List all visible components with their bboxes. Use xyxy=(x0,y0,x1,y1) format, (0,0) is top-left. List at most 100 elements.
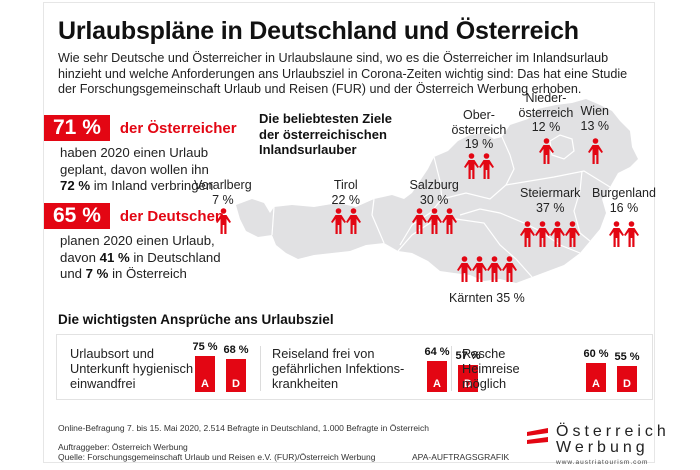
bar-series-label: A xyxy=(592,378,600,390)
person-icon xyxy=(535,221,550,247)
stat-value-badge: 71 % xyxy=(44,115,110,141)
stat-description: haben 2020 einen Urlaub geplant, davon w… xyxy=(60,145,214,193)
criterion-label: Rasche Heimreise möglich xyxy=(462,346,520,391)
person-icon xyxy=(520,221,535,247)
person-icon xyxy=(472,256,487,282)
criterion-label: Reiseland frei von gefährlichen Infektion… xyxy=(272,346,405,391)
austria-map-shape xyxy=(236,99,638,283)
bar-a: A xyxy=(586,363,606,392)
bar-series-label: D xyxy=(232,378,240,390)
region-name: Burgenland xyxy=(592,186,656,200)
person-icon xyxy=(411,208,427,234)
region-name: Steiermark xyxy=(520,186,581,200)
stat-label: der Österreicher xyxy=(119,119,237,137)
stat-label: der Deutschen xyxy=(119,207,225,225)
region-people-steiermark xyxy=(520,221,580,247)
region-value: 22 % xyxy=(331,192,361,207)
section-heading: Die wichtigsten Ansprüche ans Urlaubszie… xyxy=(58,312,334,327)
infographic-card: Urlaubspläne in Deutschland und Österrei… xyxy=(43,2,666,466)
region-value: 13 % xyxy=(580,118,610,133)
bar-value-label: 60 % xyxy=(583,348,609,360)
region-label-oberoesterreich: Ober-österreich 19 % xyxy=(452,108,507,152)
survey-note: Online-Befragung 7. bis 15. Mai 2020, 2.… xyxy=(58,423,429,433)
bar-series-label: A xyxy=(201,378,209,390)
region-label-wien: Wien 13 % xyxy=(581,104,610,133)
person-icon xyxy=(331,208,346,234)
person-icon xyxy=(502,256,517,282)
person-icon xyxy=(215,208,231,234)
bar-a: A xyxy=(195,356,215,392)
source-note: Quelle: Forschungsgemeinschaft Urlaub un… xyxy=(58,452,376,462)
region-people-vorarlberg xyxy=(215,208,231,234)
person-icon xyxy=(487,256,502,282)
region-people-oberoesterreich xyxy=(464,153,494,179)
divider xyxy=(260,346,261,391)
bar-series-label: D xyxy=(623,378,631,390)
person-icon xyxy=(441,208,457,234)
person-icon xyxy=(624,221,639,247)
criteria-chart: Urlaubsort und Unterkunft hygienisch einwa… xyxy=(56,334,653,400)
person-icon xyxy=(550,221,565,247)
map-heading: Die beliebtesten Ziele der österreichisc… xyxy=(259,111,392,157)
region-name: Salzburg xyxy=(409,178,459,192)
bar-d: D xyxy=(226,359,246,392)
bar-d: D xyxy=(617,366,637,392)
person-icon xyxy=(587,138,603,164)
region-label-kaernten: Kärnten 35 % xyxy=(449,291,525,306)
region-label-burgenland: Burgenland 16 % xyxy=(592,186,656,215)
region-people-burgenland xyxy=(609,221,639,247)
stat-description: planen 2020 einen Urlaub, davon 41 % in … xyxy=(60,233,221,281)
region-people-salzburg xyxy=(411,208,457,234)
region-value: 37 % xyxy=(535,200,565,215)
region-people-tirol xyxy=(331,208,361,234)
region-label-tirol: Tirol 22 % xyxy=(332,178,361,207)
region-value: 19 % xyxy=(464,137,494,151)
bar-d: D xyxy=(458,365,478,392)
page-title: Urlaubspläne in Deutschland und Österrei… xyxy=(58,17,579,45)
stat-germans: 65 % der Deutschen planen 2020 einen Url… xyxy=(44,203,224,283)
logo-url[interactable]: www.austriatourism.com xyxy=(556,459,649,466)
region-name: Vorarlberg xyxy=(194,178,252,192)
region-value: 7 % xyxy=(212,192,234,207)
bar-series-label: D xyxy=(464,378,472,390)
bar-value-label: 75 % xyxy=(192,341,218,353)
stat-austrians: 71 % der Österreicher haben 2020 einen U… xyxy=(44,115,237,195)
region-value: 12 % xyxy=(531,120,561,134)
region-people-wien xyxy=(587,138,603,164)
bar-value-label: 57 % xyxy=(455,350,481,362)
divider xyxy=(451,346,452,391)
person-icon xyxy=(479,153,494,179)
region-name: Tirol xyxy=(333,178,358,192)
region-name: Wien xyxy=(580,104,609,118)
region-people-niederoesterreich xyxy=(538,138,554,164)
bar-series-label: A xyxy=(433,378,441,390)
person-icon xyxy=(538,138,554,164)
person-icon xyxy=(609,221,624,247)
region-name: Nieder- xyxy=(525,91,567,105)
region-label-vorarlberg: Vorarlberg 7 % xyxy=(194,178,252,207)
bar-value-label: 55 % xyxy=(614,351,640,363)
region-name: österreich xyxy=(451,122,507,137)
intro-text: Wie sehr Deutsche und Österreicher in Ur… xyxy=(58,51,628,97)
logo-line2: Werbung xyxy=(556,439,649,456)
region-value: 16 % xyxy=(609,200,639,215)
person-icon xyxy=(464,153,479,179)
region-label-salzburg: Salzburg 30 % xyxy=(410,178,459,207)
client-note: Auftraggeber: Österreich Werbung xyxy=(58,442,188,452)
region-label-steiermark: Steiermark 37 % xyxy=(520,186,580,215)
person-icon xyxy=(426,208,442,234)
bar-value-label: 68 % xyxy=(223,344,249,356)
person-icon xyxy=(565,221,580,247)
region-name: österreich xyxy=(518,105,574,120)
region-name: Ober- xyxy=(462,108,495,122)
credit-note: APA-AUFTRAGSGRAFIK xyxy=(412,452,510,462)
bar-value-label: 64 % xyxy=(424,346,450,358)
bar-a: A xyxy=(427,361,447,392)
region-name-value: Kärnten 35 % xyxy=(449,291,525,305)
person-icon xyxy=(346,208,361,234)
logo-flag-icon xyxy=(527,428,548,444)
stat-value-badge: 65 % xyxy=(44,203,110,229)
criterion-label: Urlaubsort und Unterkunft hygienisch einwa… xyxy=(70,346,194,391)
region-people-kaernten xyxy=(457,256,517,282)
region-label-niederoesterreich: Nieder-österreich 12 % xyxy=(519,91,574,135)
